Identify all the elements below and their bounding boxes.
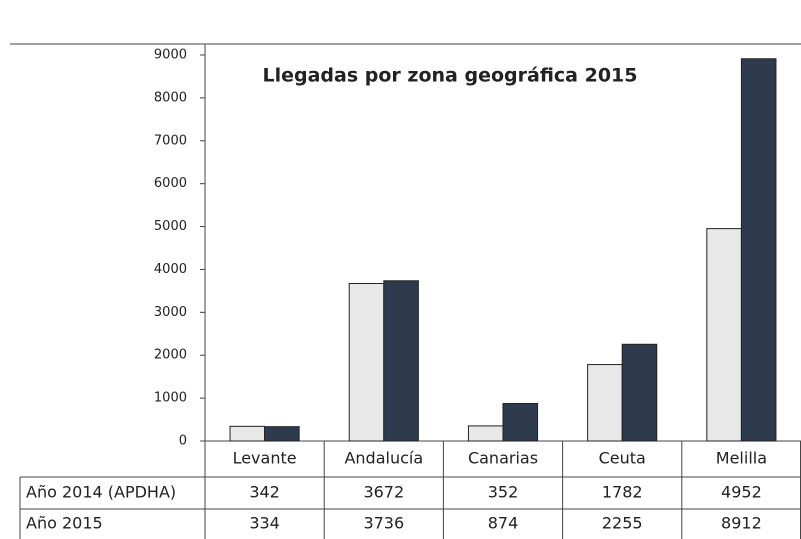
legend-label: Año 2015 [26, 514, 103, 533]
y-tick-label: 8000 [154, 90, 187, 105]
x-tick-label: Canarias [468, 449, 538, 468]
legend-label: Año 2014 (APDHA) [26, 483, 176, 502]
y-tick-label: 9000 [154, 48, 187, 63]
bar [467, 425, 504, 442]
x-tick-label: Melilla [716, 449, 767, 468]
bar [587, 364, 623, 442]
x-tick-label: Ceuta [599, 449, 646, 468]
y-tick-label: 1000 [154, 391, 187, 406]
chart-title: Llegadas por zona geográfica 2015 [263, 65, 638, 87]
y-tick-label: 4000 [154, 262, 187, 277]
y-tick-label: 2000 [154, 348, 187, 363]
y-tick-label: 6000 [154, 176, 187, 191]
y-tick-label: 7000 [154, 133, 187, 148]
bar [229, 425, 266, 442]
bar [502, 403, 539, 442]
bar [383, 280, 419, 442]
table-value: 4952 [721, 483, 762, 502]
bar [348, 283, 385, 442]
table-value: 3736 [363, 514, 404, 533]
table-value: 2255 [602, 514, 643, 533]
table-value: 342 [249, 483, 280, 502]
table-value: 3672 [363, 483, 404, 502]
x-tick-label: Levante [233, 449, 297, 468]
table-value: 8912 [721, 514, 762, 533]
table-value: 352 [488, 483, 519, 502]
bar [621, 343, 658, 442]
bar [740, 58, 777, 442]
x-tick-label: Andalucía [344, 449, 423, 468]
table-value: 1782 [602, 483, 643, 502]
y-tick-label: 5000 [154, 219, 187, 234]
bar [264, 426, 300, 442]
y-tick-label: 0 [179, 434, 187, 449]
table-value: 334 [249, 514, 280, 533]
table-value: 874 [488, 514, 519, 533]
bar [706, 228, 742, 442]
y-tick-label: 3000 [154, 305, 187, 320]
